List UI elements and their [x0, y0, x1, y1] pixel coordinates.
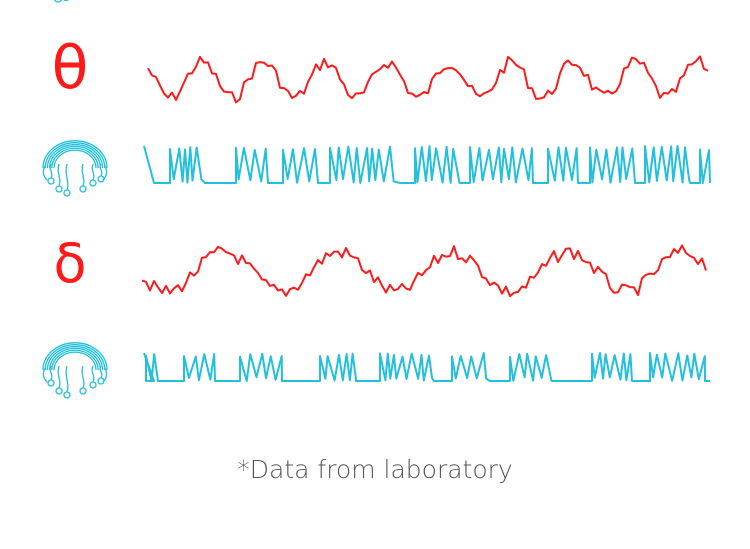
jellyfish-icon	[42, 342, 108, 399]
footnote-caption: *Data from laboratory	[237, 455, 513, 484]
spike-train-trace-1	[143, 145, 711, 184]
theta-wave-trace	[147, 55, 709, 104]
jellyfish-icon	[42, 140, 108, 197]
delta-wave-trace	[141, 244, 707, 298]
jellyfish-icon-partial	[53, 0, 69, 3]
theta-symbol: θ	[52, 33, 89, 103]
delta-symbol: δ	[53, 232, 86, 295]
spike-train-trace-2	[143, 352, 710, 382]
